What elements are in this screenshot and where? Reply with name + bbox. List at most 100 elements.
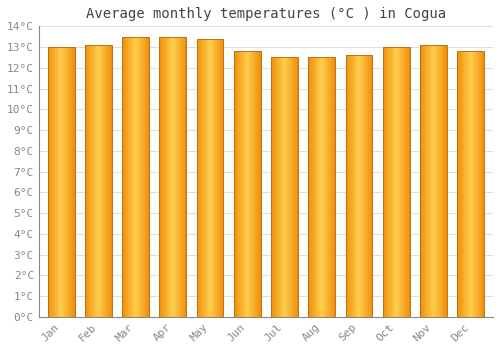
Bar [222, 39, 224, 317]
Bar [430, 45, 431, 317]
Bar [234, 51, 260, 317]
Bar [400, 47, 402, 317]
Bar [396, 47, 397, 317]
Bar [354, 55, 356, 317]
Bar [196, 39, 224, 317]
Bar [422, 45, 423, 317]
Bar [125, 37, 126, 317]
Bar [391, 47, 392, 317]
Bar [93, 45, 94, 317]
Bar [423, 45, 424, 317]
Bar [328, 57, 329, 317]
Bar [241, 51, 242, 317]
Bar [98, 45, 100, 317]
Bar [52, 47, 53, 317]
Bar [86, 45, 87, 317]
Bar [56, 47, 58, 317]
Bar [60, 47, 61, 317]
Bar [312, 57, 313, 317]
Bar [278, 57, 279, 317]
Bar [236, 51, 238, 317]
Bar [346, 55, 348, 317]
Bar [446, 45, 447, 317]
Bar [445, 45, 446, 317]
Bar [360, 55, 361, 317]
Bar [313, 57, 314, 317]
Bar [248, 51, 249, 317]
Bar [288, 57, 289, 317]
Bar [176, 37, 178, 317]
Bar [308, 57, 335, 317]
Bar [254, 51, 256, 317]
Bar [206, 39, 208, 317]
Bar [136, 37, 138, 317]
Bar [404, 47, 405, 317]
Bar [258, 51, 259, 317]
Bar [170, 37, 171, 317]
Bar [50, 47, 51, 317]
Bar [279, 57, 280, 317]
Bar [104, 45, 106, 317]
Title: Average monthly temperatures (°C ) in Cogua: Average monthly temperatures (°C ) in Co… [86, 7, 446, 21]
Bar [349, 55, 350, 317]
Bar [70, 47, 71, 317]
Bar [68, 47, 69, 317]
Bar [61, 47, 62, 317]
Bar [209, 39, 210, 317]
Bar [390, 47, 391, 317]
Bar [123, 37, 124, 317]
Bar [332, 57, 334, 317]
Bar [330, 57, 332, 317]
Bar [163, 37, 164, 317]
Bar [148, 37, 149, 317]
Bar [180, 37, 181, 317]
Bar [296, 57, 297, 317]
Bar [468, 51, 469, 317]
Bar [235, 51, 236, 317]
Bar [314, 57, 316, 317]
Bar [321, 57, 322, 317]
Bar [160, 37, 186, 317]
Bar [132, 37, 133, 317]
Bar [240, 51, 241, 317]
Bar [294, 57, 296, 317]
Bar [383, 47, 409, 317]
Bar [166, 37, 168, 317]
Bar [184, 37, 186, 317]
Bar [462, 51, 464, 317]
Bar [246, 51, 248, 317]
Bar [203, 39, 204, 317]
Bar [147, 37, 148, 317]
Bar [256, 51, 257, 317]
Bar [291, 57, 292, 317]
Bar [87, 45, 88, 317]
Bar [165, 37, 166, 317]
Bar [171, 37, 172, 317]
Bar [348, 55, 349, 317]
Bar [429, 45, 430, 317]
Bar [444, 45, 445, 317]
Bar [259, 51, 260, 317]
Bar [108, 45, 109, 317]
Bar [289, 57, 290, 317]
Bar [212, 39, 213, 317]
Bar [434, 45, 436, 317]
Bar [242, 51, 243, 317]
Bar [141, 37, 142, 317]
Bar [106, 45, 108, 317]
Bar [126, 37, 128, 317]
Bar [173, 37, 174, 317]
Bar [144, 37, 146, 317]
Bar [356, 55, 357, 317]
Bar [90, 45, 91, 317]
Bar [467, 51, 468, 317]
Bar [181, 37, 182, 317]
Bar [164, 37, 165, 317]
Bar [397, 47, 398, 317]
Bar [200, 39, 201, 317]
Bar [327, 57, 328, 317]
Bar [292, 57, 294, 317]
Bar [319, 57, 320, 317]
Bar [250, 51, 251, 317]
Bar [211, 39, 212, 317]
